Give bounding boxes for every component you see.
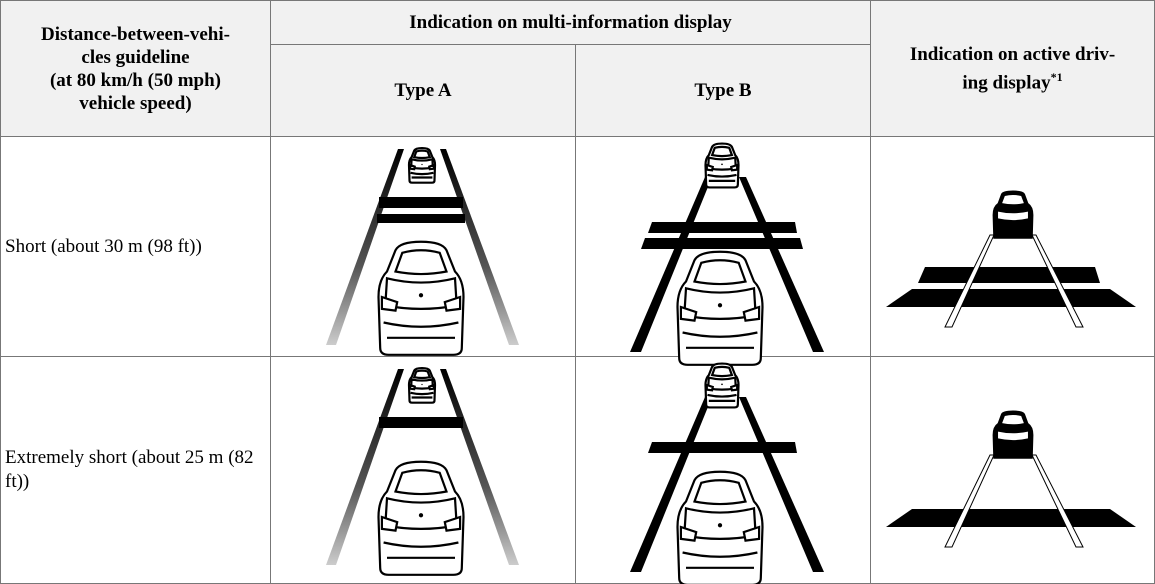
car-bumper: [383, 321, 459, 339]
lane-line: [739, 177, 824, 352]
car-window: [412, 149, 432, 160]
car-icon: [992, 190, 1034, 239]
car-window: [394, 469, 448, 496]
car-icon: [407, 147, 437, 184]
lane-line: [1031, 454, 1084, 548]
header-text: Type B: [694, 80, 752, 101]
car-lamp: [408, 383, 436, 391]
car-window: [693, 259, 747, 286]
header-multi-info: Indication on multi-information display: [271, 0, 871, 45]
lane-line: [1031, 234, 1084, 328]
row-label: Short (about 30 m (98 ft)): [0, 137, 271, 357]
header-text: Indication on multi-information display: [409, 12, 732, 33]
car-bumper: [682, 551, 758, 569]
car-bumper: [707, 173, 737, 182]
header-text: ing display: [962, 72, 1051, 94]
distance-bar: [648, 442, 797, 453]
car-icon: [704, 362, 740, 409]
header-line: ing display*1: [962, 66, 1062, 94]
car-icon: [407, 367, 437, 404]
car-logo: [421, 383, 423, 386]
header-active: Indication on active driv- ing display*1: [871, 0, 1155, 137]
header-text: Type A: [394, 80, 452, 101]
car-icon: [676, 470, 764, 584]
distance-bar: [641, 238, 803, 249]
header-line: vehicle speed): [79, 92, 192, 114]
car-window: [394, 249, 448, 276]
car-lamp: [408, 163, 436, 171]
car-logo: [421, 163, 423, 166]
car-window: [693, 479, 747, 506]
car-logo: [721, 163, 723, 166]
car-lamp: [679, 525, 761, 542]
row-label: Extremely short (about 25 m (82 ft)): [0, 357, 271, 584]
car-logo: [418, 293, 424, 298]
car-bumper: [707, 393, 737, 402]
car-icon: [377, 240, 465, 356]
header-line: Distance-between-vehi-: [41, 23, 230, 45]
image-cell: [271, 137, 576, 357]
car-icon: [992, 410, 1034, 459]
lane-line: [630, 397, 712, 572]
car-lamp: [679, 305, 761, 322]
car-lamp: [705, 163, 739, 172]
lane-line: [944, 234, 995, 328]
car-bumper: [682, 331, 758, 349]
car-icon: [377, 460, 465, 576]
car-logo: [717, 303, 723, 308]
car-lamp: [705, 383, 739, 392]
distance-bar: [648, 222, 797, 233]
header-type-b: Type B: [576, 45, 871, 137]
lane-line: [944, 454, 995, 548]
distance-bar: [886, 289, 1136, 307]
row-text: Extremely short (about 25 m (82 ft)): [5, 447, 254, 492]
car-lamp: [380, 295, 462, 312]
car-bumper: [383, 541, 459, 559]
car-logo: [717, 523, 723, 528]
header-line: cles guideline: [81, 46, 190, 68]
footnote-mark: *1: [1050, 69, 1063, 84]
car-logo: [721, 383, 723, 386]
car-window: [710, 145, 734, 158]
lane-line: [739, 397, 824, 572]
car-icon: [704, 142, 740, 189]
car-window: [998, 194, 1028, 221]
distance-bar: [379, 197, 463, 208]
car-icon: [676, 250, 764, 366]
header-type-a: Type A: [271, 45, 576, 137]
car-window: [412, 369, 432, 380]
lane-line: [630, 177, 712, 352]
header-line: (at 80 km/h (50 mph): [49, 69, 221, 91]
car-bumper: [410, 391, 434, 399]
distance-bar: [377, 214, 465, 223]
distance-bar: [886, 509, 1136, 527]
car-logo: [418, 513, 424, 518]
car-window: [998, 414, 1028, 441]
row-text: Short (about 30 m (98 ft)): [5, 235, 202, 257]
distance-bar: [918, 267, 1100, 283]
car-lamp: [380, 515, 462, 532]
header-guideline: Distance-between-vehi- cles guideline (a…: [0, 0, 271, 137]
distance-bar: [379, 417, 463, 428]
car-window: [710, 365, 734, 378]
header-line: Indication on active driv-: [909, 43, 1116, 65]
car-bumper: [410, 171, 434, 179]
